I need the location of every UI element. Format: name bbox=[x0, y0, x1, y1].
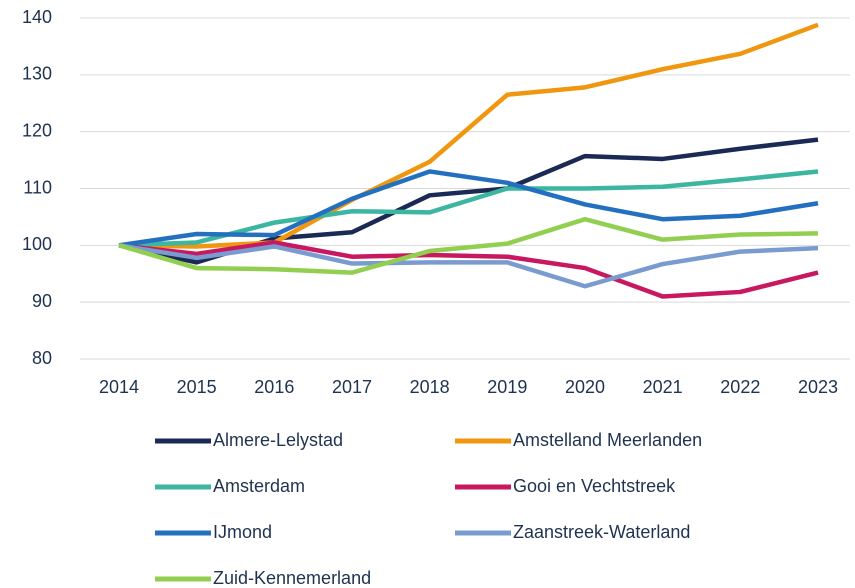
legend-label: Amsterdam bbox=[213, 476, 305, 496]
series-line bbox=[118, 22, 819, 249]
x-tick-label: 2019 bbox=[487, 377, 527, 397]
x-tick-label: 2016 bbox=[254, 377, 294, 397]
y-tick-label: 90 bbox=[32, 291, 52, 311]
x-tick-label: 2022 bbox=[720, 377, 760, 397]
legend-label: Almere-Lelystad bbox=[213, 430, 343, 450]
y-tick-label: 120 bbox=[22, 120, 52, 140]
x-tick-label: 2020 bbox=[565, 377, 605, 397]
x-tick-label: 2021 bbox=[643, 377, 683, 397]
legend-label: Gooi en Vechtstreek bbox=[513, 476, 676, 496]
y-tick-label: 110 bbox=[23, 177, 52, 197]
x-tick-label: 2014 bbox=[99, 377, 139, 397]
y-tick-label: 80 bbox=[32, 348, 52, 368]
legend-label: IJmond bbox=[213, 522, 272, 542]
legend-label: Zuid-Kennemerland bbox=[213, 568, 371, 588]
series-line bbox=[118, 216, 819, 275]
y-tick-label: 130 bbox=[22, 64, 52, 84]
x-tick-label: 2017 bbox=[332, 377, 372, 397]
series-line bbox=[118, 240, 819, 299]
y-tick-label: 140 bbox=[22, 7, 52, 27]
legend-label: Zaanstreek-Waterland bbox=[513, 522, 690, 542]
x-tick-label: 2015 bbox=[177, 377, 217, 397]
x-tick-label: 2023 bbox=[798, 377, 838, 397]
series-line bbox=[118, 169, 819, 248]
series-line bbox=[118, 243, 819, 289]
y-tick-label: 100 bbox=[22, 234, 52, 254]
x-tick-label: 2018 bbox=[410, 377, 450, 397]
legend-label: Amstelland Meerlanden bbox=[513, 430, 702, 450]
